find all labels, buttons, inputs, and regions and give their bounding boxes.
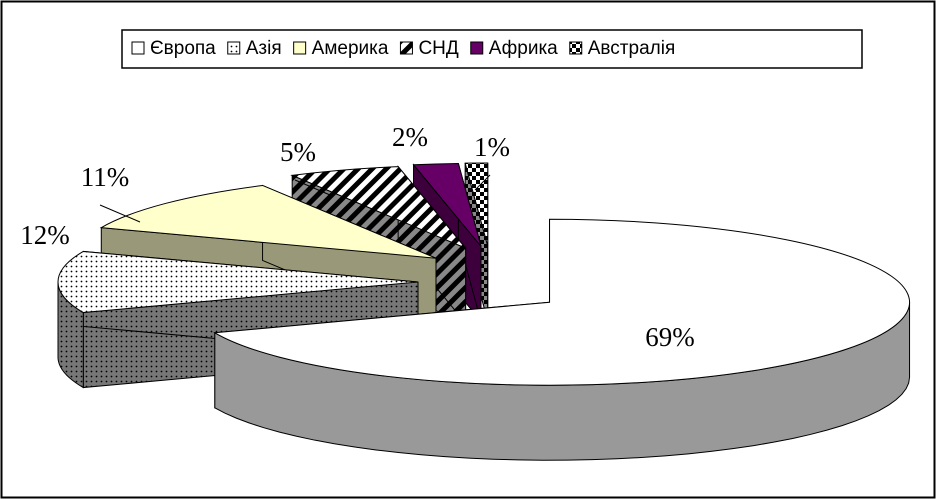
- legend-swatch: [569, 41, 583, 55]
- data-label: 69%: [645, 322, 695, 352]
- legend-swatch: [293, 41, 307, 55]
- slice-top: [57, 250, 419, 314]
- data-label: 2%: [392, 122, 428, 152]
- slice: [213, 218, 911, 461]
- leader-line: [99, 204, 141, 223]
- legend-label: СНД: [418, 38, 458, 59]
- slice-top: [412, 162, 482, 247]
- legend-swatch: [131, 41, 145, 55]
- legend-swatch: [470, 41, 484, 55]
- legend-swatch: [399, 41, 413, 55]
- data-label: 5%: [280, 137, 316, 167]
- slice-top: [213, 218, 911, 386]
- slice-top: [464, 162, 489, 247]
- slice-top: [290, 166, 466, 249]
- legend-label: Європа: [150, 38, 216, 59]
- legend-label: Америка: [312, 38, 389, 59]
- pie: 69% 12% 11% 5% 2% 1%: [20, 122, 911, 461]
- legend: Європа Азія Америка СНД Африка Австралія: [131, 38, 676, 59]
- slice-top: [99, 184, 437, 259]
- leader-line: [474, 174, 491, 191]
- legend-label: Африка: [489, 38, 558, 59]
- legend-label: Азія: [246, 38, 282, 59]
- leader-line: [294, 179, 331, 196]
- legend-swatch: [227, 41, 241, 55]
- data-label: 12%: [20, 220, 70, 250]
- legend-label: Австралія: [588, 38, 676, 59]
- data-label: 1%: [474, 132, 510, 162]
- legend-box: [121, 29, 863, 69]
- data-label: 11%: [81, 162, 130, 192]
